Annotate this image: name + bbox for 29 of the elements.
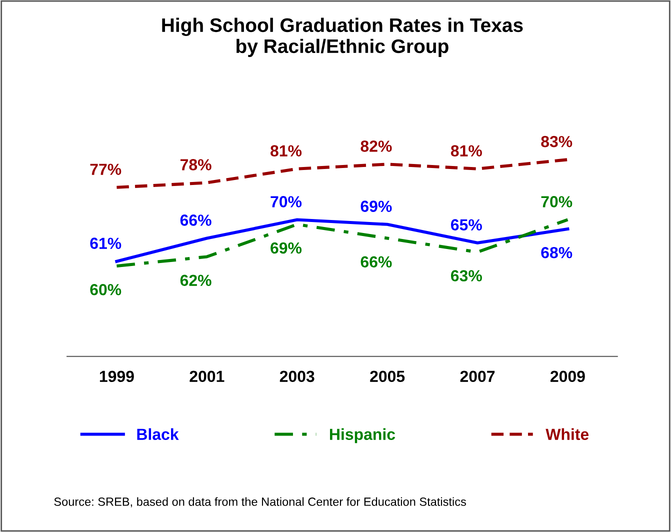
- legend-label: White: [546, 428, 589, 440]
- legend-label: Black: [137, 428, 179, 440]
- data-label: 68%: [541, 246, 572, 258]
- data-label: 77%: [90, 164, 122, 175]
- data-label: 83%: [541, 136, 572, 148]
- data-label: 66%: [180, 214, 212, 226]
- x-tick-label: 2005: [370, 370, 405, 382]
- data-label: 82%: [360, 140, 392, 152]
- data-label: 66%: [360, 256, 392, 268]
- source-note: Source: SREB, based on data from the National Center for Education Statistics: [54, 497, 466, 508]
- data-label: 69%: [270, 242, 302, 254]
- x-tick-label: 1999: [100, 370, 134, 382]
- data-label: 69%: [360, 200, 392, 212]
- data-label: 78%: [180, 159, 212, 170]
- data-label: 60%: [90, 284, 122, 296]
- data-label: 61%: [90, 238, 122, 249]
- data-label: 70%: [270, 196, 302, 208]
- x-tick-label: 2007: [460, 370, 495, 382]
- legend-label: Hispanic: [330, 428, 396, 444]
- data-label: 62%: [180, 274, 212, 286]
- x-tick-label: 2003: [280, 370, 314, 382]
- data-label: 63%: [451, 270, 482, 282]
- x-tick-label: 2009: [550, 370, 585, 382]
- data-label: 81%: [450, 145, 482, 156]
- x-tick-label: 2001: [190, 370, 224, 382]
- data-label: 65%: [451, 219, 482, 230]
- chart-title: High School Graduation Rates in Texas by Racial/Ethnic Group: [162, 18, 523, 57]
- data-label: 70%: [541, 196, 572, 208]
- data-label: 81%: [270, 145, 302, 156]
